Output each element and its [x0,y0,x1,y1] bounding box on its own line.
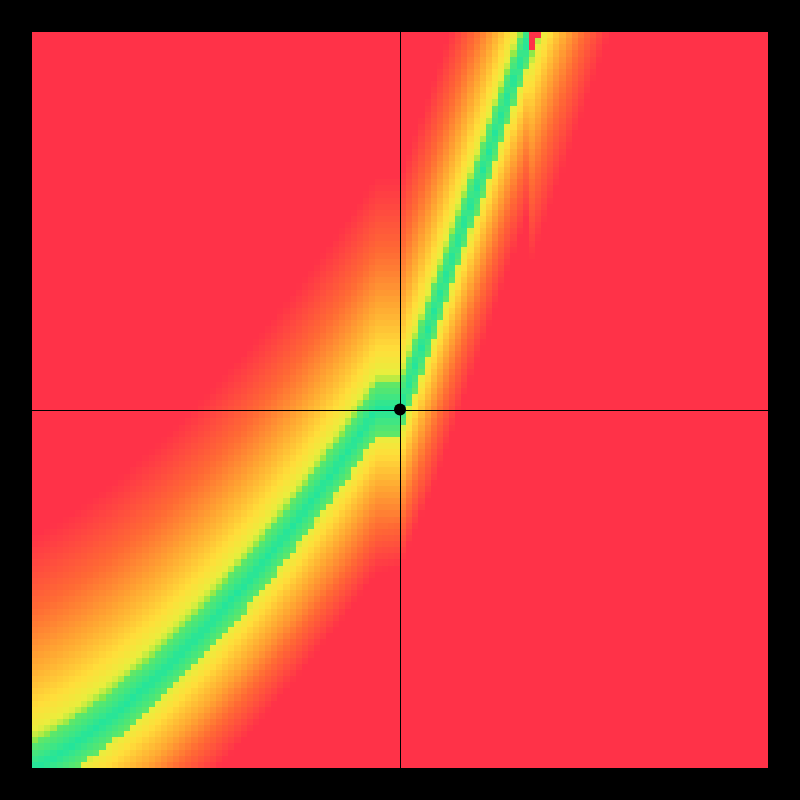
bottleneck-heatmap [0,0,800,800]
chart-container: TheBottleneck.com [0,0,800,800]
